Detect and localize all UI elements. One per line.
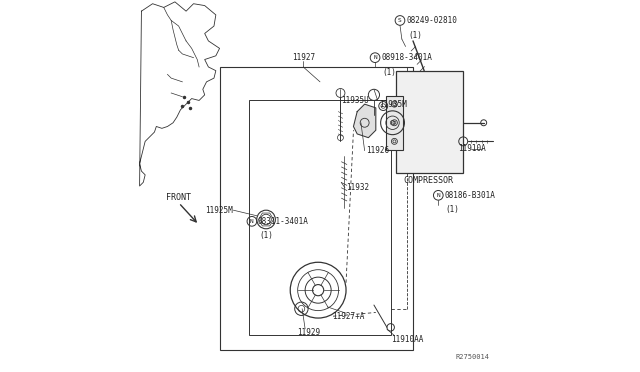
Text: N: N	[373, 55, 377, 60]
Text: 08249-02810: 08249-02810	[406, 16, 457, 25]
Text: (1): (1)	[408, 31, 422, 40]
Text: 08918-3401A: 08918-3401A	[381, 53, 432, 62]
Text: 11910AA: 11910AA	[391, 335, 424, 344]
Text: (1): (1)	[259, 231, 273, 240]
Text: (1): (1)	[445, 205, 460, 214]
Text: 11935U: 11935U	[342, 96, 369, 105]
Text: 11927: 11927	[292, 53, 315, 62]
Text: 11927+A: 11927+A	[332, 312, 364, 321]
Text: 11929: 11929	[297, 328, 321, 337]
Text: FRONT: FRONT	[166, 193, 191, 202]
Text: 11932: 11932	[346, 183, 369, 192]
FancyBboxPatch shape	[386, 96, 403, 150]
Text: 08311-3401A: 08311-3401A	[258, 217, 308, 226]
Text: S: S	[398, 18, 402, 23]
FancyBboxPatch shape	[396, 71, 463, 173]
Text: 08186-B301A: 08186-B301A	[445, 191, 495, 200]
Text: COMPRESSOR: COMPRESSOR	[404, 176, 454, 185]
Text: 11910A: 11910A	[458, 144, 486, 153]
Text: (1): (1)	[383, 68, 396, 77]
Text: N: N	[436, 193, 440, 198]
Text: 11935M: 11935M	[380, 100, 407, 109]
Polygon shape	[353, 104, 376, 138]
Text: 11926: 11926	[367, 146, 390, 155]
Text: 11925M: 11925M	[205, 206, 232, 215]
Text: R2750014: R2750014	[455, 354, 489, 360]
Text: N: N	[250, 219, 254, 224]
